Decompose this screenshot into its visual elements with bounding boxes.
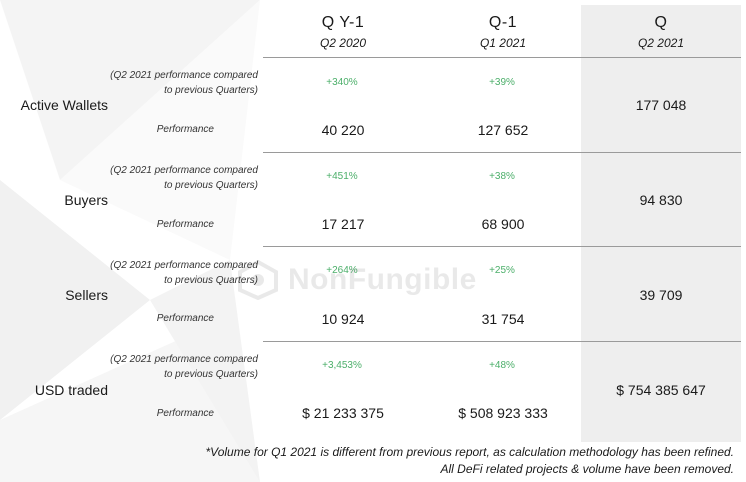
column-subtitle: Q1 2021	[479, 36, 527, 50]
value-q1: $ 508 923 333	[458, 405, 548, 421]
value-q1: 68 900	[481, 216, 525, 232]
current-quarter-highlight	[581, 5, 741, 442]
row-label-sellers: Sellers	[65, 287, 108, 303]
column-header-qy1: Q Y-1 Q2 2020	[263, 14, 423, 50]
footnote-line-2: All DeFi related projects & volume have …	[440, 462, 734, 476]
pct-change-qy1: +451%	[326, 171, 358, 182]
footnote-line-1: *Volume for Q1 2021 is different from pr…	[205, 445, 734, 459]
row-divider	[263, 152, 741, 153]
watermark-text: NonFungible	[288, 263, 477, 296]
value-q: 39 709	[639, 287, 683, 303]
watermark: NonFungible	[236, 260, 477, 300]
value-q1: 127 652	[477, 122, 529, 138]
column-title: Q Y-1	[321, 14, 365, 31]
value-q1: 31 754	[481, 311, 525, 327]
column-title: Q	[654, 14, 668, 31]
value-qy1: $ 21 233 375	[302, 405, 384, 421]
comparison-note: (Q2 2021 performance compared to previous…	[110, 70, 258, 96]
row-divider	[263, 246, 741, 247]
pct-change-q1: +48%	[489, 360, 515, 371]
value-q: 94 830	[639, 192, 683, 208]
value-qy1: 17 217	[321, 216, 365, 232]
value-q: 177 048	[635, 97, 687, 113]
row-label-active-wallets: Active Wallets	[20, 97, 108, 113]
value-qy1: 10 924	[321, 311, 365, 327]
row-divider	[263, 341, 741, 342]
performance-label: Performance	[156, 408, 214, 419]
column-header-q: Q Q2 2021	[581, 14, 741, 50]
pct-change-qy1: +264%	[326, 265, 358, 276]
column-subtitle: Q2 2020	[319, 36, 367, 50]
column-header-q1: Q-1 Q1 2021	[423, 14, 583, 50]
performance-label: Performance	[156, 313, 214, 324]
value-qy1: 40 220	[321, 122, 365, 138]
watermark-logo-icon	[238, 260, 278, 300]
pct-change-q1: +38%	[489, 171, 515, 182]
pct-change-qy1: +340%	[326, 77, 358, 88]
row-label-usd-traded: USD traded	[34, 382, 108, 398]
comparison-note: (Q2 2021 performance compared to previous…	[110, 354, 258, 380]
comparison-note: (Q2 2021 performance compared to previous…	[110, 260, 258, 286]
row-divider	[263, 57, 741, 58]
row-label-buyers: Buyers	[64, 192, 108, 208]
pct-change-qy1: +3,453%	[322, 360, 362, 371]
value-q: $ 754 385 647	[616, 382, 706, 398]
pct-change-q1: +39%	[489, 77, 515, 88]
performance-label: Performance	[156, 219, 214, 230]
pct-change-q1: +25%	[489, 265, 515, 276]
column-title: Q-1	[488, 14, 518, 31]
column-subtitle: Q2 2021	[637, 36, 685, 50]
comparison-note: (Q2 2021 performance compared to previous…	[110, 165, 258, 191]
performance-label: Performance	[156, 124, 214, 135]
